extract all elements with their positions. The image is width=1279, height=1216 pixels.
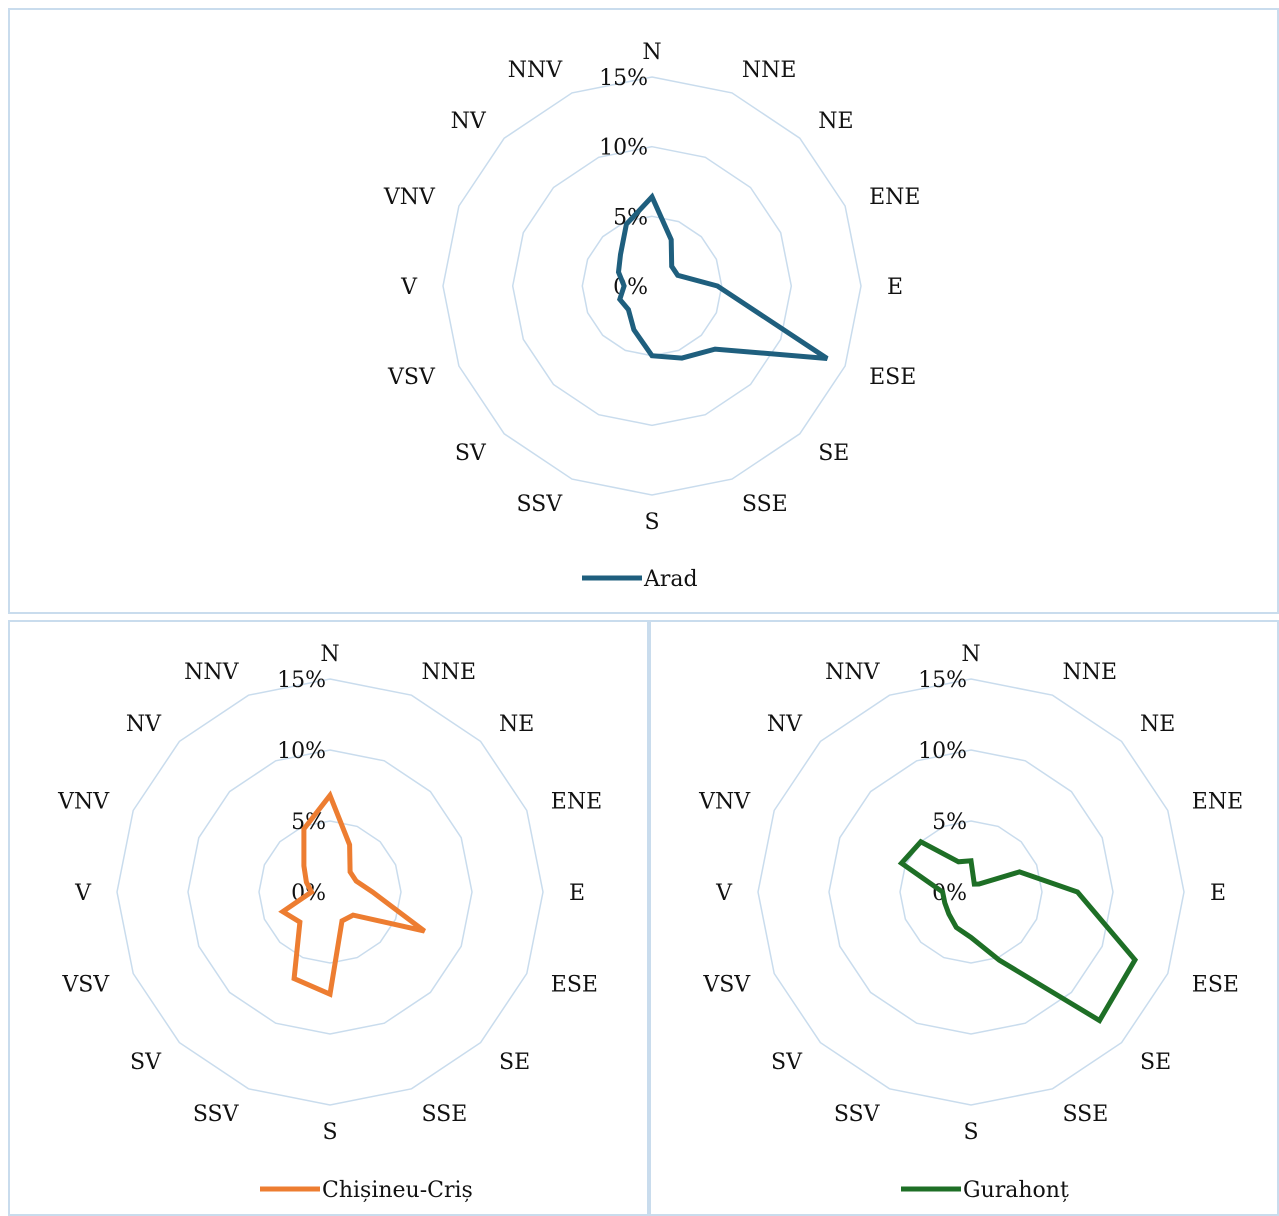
direction-label-v: V — [400, 275, 418, 300]
chisineu-chart-panel: 0% 5% 10% 15% N NNE NE ENE E ESE SE SSE S SSV SV VSV V VN… — [8, 620, 649, 1216]
radial-tick-label: 5% — [932, 810, 967, 835]
direction-label-e: E — [887, 275, 903, 300]
legend-label-arad: Arad — [643, 567, 698, 592]
direction-label-ene: ENE — [551, 790, 602, 815]
arad-chart-panel: 0% 5% 10% 15% N NNE NE ENE E ESE SE SSE S SSV SV VSV V VN… — [8, 8, 1279, 614]
direction-label-n: N — [961, 642, 980, 667]
direction-label-v: V — [74, 881, 92, 906]
direction-label-vsv: VSV — [61, 973, 110, 998]
grid-ring-5 — [258, 820, 402, 964]
radial-tick-label: 15% — [599, 66, 648, 91]
direction-label-s: S — [963, 1120, 978, 1145]
radial-tick-label: 15% — [918, 668, 967, 693]
series-line-gurahont — [897, 838, 1139, 1024]
grid-ring-10 — [187, 749, 473, 1035]
grid-ring-15 — [116, 678, 544, 1106]
series-line-chisineu-cris — [278, 790, 427, 998]
direction-label-v: V — [715, 881, 733, 906]
direction-label-ene: ENE — [1192, 790, 1243, 815]
direction-label-sv: SV — [771, 1050, 803, 1075]
direction-label-sse: SSE — [742, 492, 788, 517]
direction-label-ese: ESE — [1192, 973, 1239, 998]
direction-label-nnv: NNV — [184, 660, 240, 685]
series-line-arad — [615, 192, 829, 361]
direction-label-e: E — [569, 881, 585, 906]
direction-label-se: SE — [499, 1050, 530, 1075]
direction-label-nne: NNE — [1063, 660, 1118, 685]
direction-label-s: S — [644, 510, 659, 535]
direction-label-ene: ENE — [869, 185, 920, 210]
direction-label-nv: NV — [451, 109, 487, 134]
direction-label-sse: SSE — [422, 1102, 468, 1127]
direction-label-ssv: SSV — [193, 1102, 240, 1127]
direction-label-nne: NNE — [422, 660, 477, 685]
direction-label-ese: ESE — [551, 973, 598, 998]
direction-label-sv: SV — [130, 1050, 162, 1075]
radar-grid — [442, 76, 862, 496]
radial-tick-label: 15% — [277, 668, 326, 693]
radar-grid — [116, 678, 544, 1106]
direction-label-n: N — [320, 642, 339, 667]
direction-label-ese: ESE — [869, 365, 916, 390]
grid-ring-10 — [828, 749, 1114, 1035]
radar-grid — [757, 678, 1185, 1106]
direction-label-nnv: NNV — [508, 58, 564, 83]
chisineu-radar-chart: 0%5%10%15%NNNENEENEEESESESSESSSVSVVSVVVN… — [57, 642, 602, 1203]
grid-ring-10 — [511, 145, 793, 427]
direction-label-se: SE — [1140, 1050, 1171, 1075]
grid-ring-5 — [581, 215, 723, 357]
legend-label-chisineu-cris: Chișineu-Criș — [322, 1178, 473, 1203]
direction-label-vnv: VNV — [57, 790, 110, 815]
grid-ring-15 — [757, 678, 1185, 1106]
arad-radar-chart: 0%5%10%15%NNNENEENEEESESESSESSSVSVVSVVVN… — [383, 40, 921, 592]
direction-label-sse: SSE — [1063, 1102, 1109, 1127]
direction-label-nv: NV — [767, 712, 803, 737]
direction-label-ne: NE — [818, 109, 853, 134]
direction-label-se: SE — [818, 441, 849, 466]
direction-label-vnv: VNV — [698, 790, 751, 815]
grid-ring-15 — [442, 76, 862, 496]
direction-label-sv: SV — [455, 441, 487, 466]
direction-label-vsv: VSV — [702, 973, 751, 998]
direction-label-vsv: VSV — [387, 365, 436, 390]
gurahont-radar-chart: 0% 5% 10% 15%N NNE NE ENE E ESE SE SSE S SSV SV VSV V VN… — [698, 642, 1243, 1203]
radial-tick-label: 10% — [918, 739, 967, 764]
grid-ring-5 — [899, 820, 1043, 964]
direction-label-ssv: SSV — [516, 492, 563, 517]
direction-label-ne: NE — [1140, 712, 1175, 737]
legend-label-gurahont: Gurahonț — [963, 1178, 1069, 1203]
direction-label-ssv: SSV — [834, 1102, 881, 1127]
direction-label-vnv: VNV — [383, 185, 436, 210]
direction-label-nne: NNE — [742, 58, 797, 83]
radial-tick-label: 0% — [932, 881, 967, 906]
direction-label-nv: NV — [126, 712, 162, 737]
radial-tick-label: 10% — [277, 739, 326, 764]
direction-label-ne: NE — [499, 712, 534, 737]
direction-label-n: N — [642, 40, 661, 65]
gurahont-chart-panel: 0% 5% 10% 15% N NNE NE ENE E ESE SE SSE S SSV SV VSV V VN… — [649, 620, 1279, 1216]
direction-label-e: E — [1210, 881, 1226, 906]
direction-label-nnv: NNV — [825, 660, 881, 685]
radial-tick-label: 10% — [599, 136, 648, 161]
direction-label-s: S — [322, 1120, 337, 1145]
